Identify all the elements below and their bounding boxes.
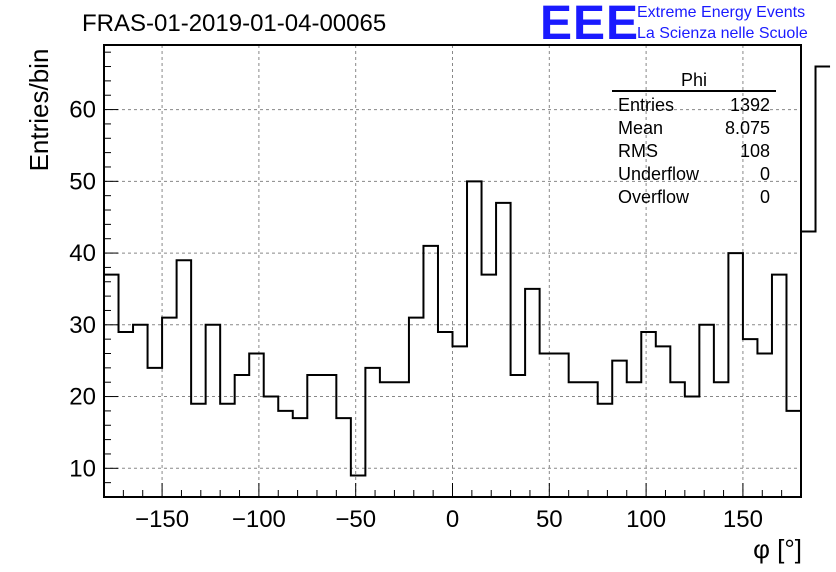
y-tick-label: 30 xyxy=(69,312,96,339)
stats-value: 0 xyxy=(759,187,770,207)
x-tick-label: −50 xyxy=(335,506,376,533)
stats-row-overflow: Overflow 0 xyxy=(612,186,776,209)
stats-row-mean: Mean 8.075 xyxy=(612,117,776,140)
stats-box: Phi Entries 1392 Mean 8.075 RMS 108 Unde… xyxy=(612,70,776,209)
stats-value: 8.075 xyxy=(724,118,770,138)
x-tick-label: −150 xyxy=(135,506,189,533)
chart-title: FRAS-01-2019-01-04-00065 xyxy=(82,10,387,37)
stats-row-entries: Entries 1392 xyxy=(612,94,776,117)
stats-value: 108 xyxy=(739,141,770,161)
stats-label: Overflow xyxy=(618,187,690,207)
stats-label: Mean xyxy=(618,118,664,138)
x-tick-label: 100 xyxy=(626,506,666,533)
x-tick-label: 50 xyxy=(536,506,563,533)
x-tick-label: 150 xyxy=(723,506,763,533)
x-axis-label: φ [°] xyxy=(753,534,802,564)
y-tick-label: 10 xyxy=(69,455,96,482)
stats-title: Phi xyxy=(680,70,707,90)
eee-logo: EEE xyxy=(540,0,640,50)
logo-line-2: La Scienza nelle Scuole xyxy=(637,25,808,42)
stats-label: RMS xyxy=(618,141,658,161)
x-tick-label: −100 xyxy=(232,506,286,533)
logo-line-1: Extreme Energy Events xyxy=(637,4,806,21)
stats-label: Underflow xyxy=(618,164,700,184)
y-tick-label: 60 xyxy=(69,97,96,124)
stats-row-rms: RMS 108 xyxy=(612,140,776,163)
stats-row-underflow: Underflow 0 xyxy=(612,163,776,186)
y-tick-label: 50 xyxy=(69,168,96,195)
y-tick-label: 20 xyxy=(69,384,96,411)
stats-value: 0 xyxy=(759,164,770,184)
stats-label: Entries xyxy=(618,95,675,115)
stats-separator xyxy=(612,90,776,92)
y-tick-label: 40 xyxy=(69,240,96,267)
x-tick-label: 0 xyxy=(446,506,459,533)
stats-value: 1392 xyxy=(729,95,770,115)
y-axis-label: Entries/bin xyxy=(24,48,54,172)
histogram-line xyxy=(104,65,831,477)
